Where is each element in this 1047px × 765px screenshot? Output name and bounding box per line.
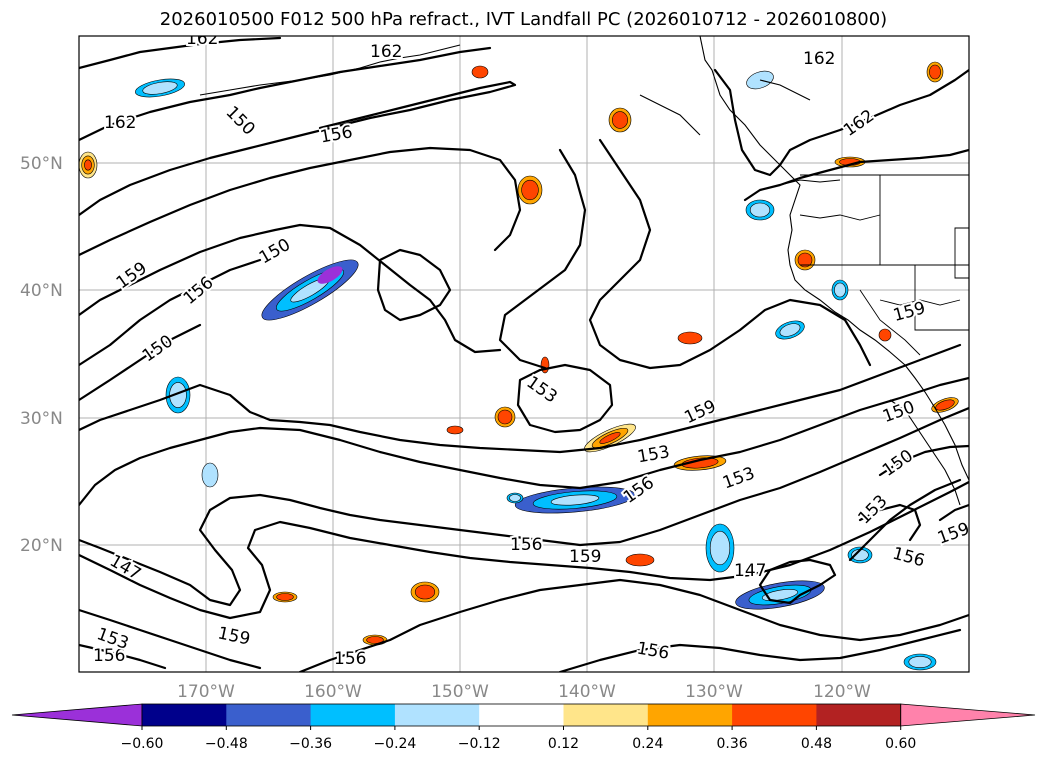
refractivity-blob: [317, 266, 343, 284]
refractivity-blob: [779, 323, 801, 337]
map-frame: [78, 35, 970, 673]
refractivity-blob: [84, 159, 92, 171]
refractivity-blob: [521, 179, 539, 201]
refractivity-blob: [611, 111, 628, 129]
refractivity-blob: [446, 425, 464, 435]
lon-label: 120°W: [813, 682, 871, 702]
lat-label: 50°N: [20, 154, 63, 174]
colorbar-swatch: [310, 704, 396, 726]
colorbar-tick-label: 0.36: [717, 736, 748, 752]
contour-label: 156: [334, 649, 366, 669]
lon-label: 150°W: [431, 682, 489, 702]
contour-label: 147: [734, 561, 766, 581]
refractivity-blob: [276, 593, 294, 601]
colorbar-tick-label: 0.60: [885, 736, 916, 752]
refractivity-blob: [878, 328, 892, 342]
colorbar-swatch: [732, 704, 817, 726]
refractivity-blob: [797, 252, 813, 268]
lon-label: 140°W: [558, 682, 616, 702]
shaded-field: [79, 61, 959, 671]
refractivity-blob: [169, 382, 187, 408]
refractivity-blob: [509, 494, 521, 502]
refractivity-blob: [709, 530, 731, 566]
height-contours: [79, 36, 969, 672]
contour-label: 162: [370, 42, 402, 62]
colorbar-tick-label: −0.36: [289, 736, 332, 752]
colorbar-tick-label: 0.48: [801, 736, 832, 752]
colorbar-tick-label: −0.24: [373, 736, 416, 752]
contour-label: 159: [569, 547, 601, 567]
colorbar-swatch: [479, 704, 564, 726]
refractivity-blob: [201, 462, 219, 488]
lon-label: 160°W: [304, 682, 362, 702]
lat-label: 30°N: [20, 409, 63, 429]
refractivity-blob: [142, 81, 178, 95]
refractivity-blob: [497, 409, 513, 425]
map-title: 2026010500 F012 500 hPa refract., IVT La…: [159, 9, 888, 30]
colorbar-swatch: [816, 704, 902, 726]
lon-label: 170°W: [177, 682, 235, 702]
refractivity-blob: [550, 494, 600, 506]
colorbar-tick-label: −0.60: [121, 736, 164, 752]
refractivity-blob: [414, 584, 436, 600]
colorbar-swatch: [142, 704, 227, 726]
colorbar-extend-low: [11, 703, 143, 727]
colorbar: −0.60 −0.48 −0.36 −0.24 −0.12 0.12 0.24 0.36 0.4…: [11, 703, 1036, 752]
refractivity-blob: [929, 64, 941, 80]
refractivity-blob: [749, 202, 771, 218]
refractivity-blob: [599, 432, 621, 444]
refractivity-blob: [761, 589, 799, 601]
colorbar-frame: [141, 703, 902, 727]
refractivity-blob: [625, 553, 655, 567]
lat-label: 20°N: [20, 536, 63, 556]
colorbar-extend-high: [900, 703, 1036, 727]
colorbar-swatch: [394, 704, 480, 726]
refractivity-blob: [834, 282, 846, 298]
refractivity-blob: [677, 331, 703, 345]
colorbar-tick-label: 0.24: [632, 736, 663, 752]
latitude-labels: 50°N 40°N 30°N 20°N: [20, 154, 63, 556]
colorbar-swatch: [647, 704, 733, 726]
contour-label: 162: [104, 113, 136, 133]
contour-label: 162: [803, 49, 835, 69]
lat-label: 40°N: [20, 281, 63, 301]
longitude-labels: 170°W 160°W 150°W 140°W 130°W 120°W: [177, 682, 871, 702]
colorbar-tick-label: 0.12: [548, 736, 579, 752]
colorbar-tick-label: −0.12: [458, 736, 501, 752]
contour-label: 162: [186, 29, 218, 49]
contour-label: 156: [510, 535, 542, 555]
borders: [799, 174, 969, 356]
contour-label: 156: [93, 646, 125, 666]
lon-label: 130°W: [685, 682, 743, 702]
refractivity-blob: [908, 656, 932, 668]
refractivity-blob: [471, 65, 489, 79]
colorbar-tick-label: −0.48: [205, 736, 248, 752]
colorbar-swatch: [563, 704, 649, 726]
refractivity-blob: [366, 636, 384, 644]
colorbar-swatch: [226, 704, 312, 726]
